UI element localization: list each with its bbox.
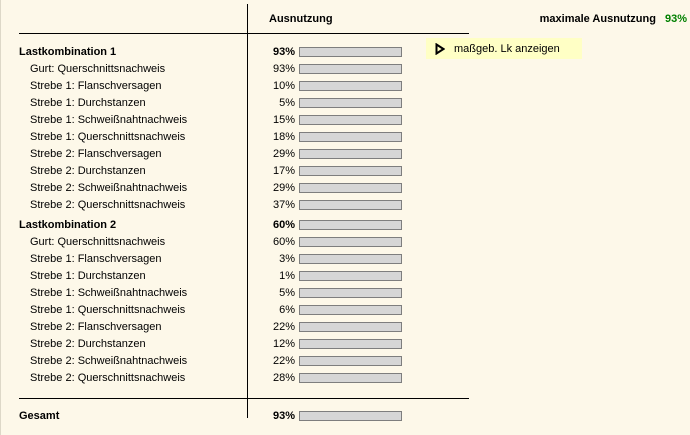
utilization-bar (299, 305, 402, 315)
utilization-row: Strebe 2: Durchstanzen 17% (1, 163, 690, 180)
row-percent: 10% (272, 80, 295, 92)
row-percent: 6% (279, 304, 295, 316)
utilization-row: Strebe 1: Durchstanzen 1% (1, 268, 690, 285)
row-percent: 29% (272, 182, 295, 194)
utilization-bar (299, 98, 402, 108)
row-percent: 18% (272, 131, 295, 143)
row-percent: 37% (272, 199, 295, 211)
max-utilization-value: 93% (664, 13, 687, 25)
utilization-row: Gurt: Querschnittsnachweis 93% (1, 61, 690, 78)
utilization-rows: Lastkombination 1 93% Gurt: Querschnitts… (1, 44, 690, 387)
group-header-row: Lastkombination 2 60% (1, 217, 690, 234)
row-label: Strebe 1: Durchstanzen (30, 97, 146, 109)
utilization-row: Strebe 1: Querschnittsnachweis 6% (1, 302, 690, 319)
row-label: Strebe 2: Schweißnahtnachweis (30, 182, 188, 194)
row-percent: 29% (272, 148, 295, 160)
utilization-row: Strebe 1: Querschnittsnachweis 18% (1, 129, 690, 146)
utilization-bar (299, 322, 402, 332)
total-row: Gesamt 93% (1, 408, 690, 425)
row-percent: 22% (272, 355, 295, 367)
utilization-bar (299, 339, 402, 349)
row-label: Strebe 1: Schweißnahtnachweis (30, 287, 188, 299)
utilization-row: Strebe 1: Flanschversagen 10% (1, 78, 690, 95)
footer-separator-line (19, 398, 469, 399)
column-header-ausnutzung: Ausnutzung (269, 13, 333, 25)
utilization-bar (299, 356, 402, 366)
load-combination-group: Lastkombination 2 60% Gurt: Querschnitts… (1, 217, 690, 387)
play-triangle-icon (435, 42, 445, 55)
utilization-bar (299, 166, 402, 176)
row-label: Strebe 2: Querschnittsnachweis (30, 199, 186, 211)
utilization-row: Strebe 2: Flanschversagen 22% (1, 319, 690, 336)
utilization-row: Strebe 1: Schweißnahtnachweis 15% (1, 112, 690, 129)
row-label: Gurt: Querschnittsnachweis (30, 236, 166, 248)
show-governing-lk-label: maßgeb. Lk anzeigen (454, 42, 560, 55)
column-divider (247, 4, 248, 418)
row-percent: 60% (272, 236, 295, 248)
show-governing-lk-button[interactable]: maßgeb. Lk anzeigen (426, 38, 582, 59)
utilization-bar (299, 81, 402, 91)
utilization-bar (299, 132, 402, 142)
row-label: Strebe 1: Querschnittsnachweis (30, 304, 186, 316)
row-percent: 22% (272, 321, 295, 333)
row-label: Strebe 1: Schweißnahtnachweis (30, 114, 188, 126)
total-percent: 93% (272, 410, 295, 422)
row-label: Lastkombination 2 (19, 219, 117, 231)
row-label: Strebe 1: Durchstanzen (30, 270, 146, 282)
utilization-bar (299, 149, 402, 159)
utilization-row: Strebe 2: Flanschversagen 29% (1, 146, 690, 163)
row-percent: 17% (272, 165, 295, 177)
row-label: Strebe 2: Durchstanzen (30, 338, 146, 350)
row-percent: 5% (279, 287, 295, 299)
row-label: Strebe 2: Flanschversagen (30, 148, 162, 160)
utilization-bar (299, 64, 402, 74)
utilization-bar (299, 254, 402, 264)
utilization-row: Strebe 2: Schweißnahtnachweis 29% (1, 180, 690, 197)
utilization-bar (299, 237, 402, 247)
load-combination-group: Lastkombination 1 93% Gurt: Querschnitts… (1, 44, 690, 214)
utilization-row: Strebe 2: Querschnittsnachweis 28% (1, 370, 690, 387)
row-percent: 12% (272, 338, 295, 350)
row-label: Strebe 1: Flanschversagen (30, 253, 162, 265)
max-utilization-label: maximale Ausnutzung (539, 13, 656, 25)
utilization-bar (299, 47, 402, 57)
utilization-row: Gurt: Querschnittsnachweis 60% (1, 234, 690, 251)
utilization-bar (299, 288, 402, 298)
row-percent: 15% (272, 114, 295, 126)
row-percent: 60% (272, 219, 295, 231)
row-percent: 1% (279, 270, 295, 282)
row-percent: 93% (272, 46, 295, 58)
total-utilization-bar (299, 411, 402, 421)
total-label: Gesamt (19, 410, 60, 422)
utilization-bar (299, 271, 402, 281)
utilization-row: Strebe 1: Durchstanzen 5% (1, 95, 690, 112)
utilization-row: Strebe 1: Schweißnahtnachweis 5% (1, 285, 690, 302)
row-label: Gurt: Querschnittsnachweis (30, 63, 166, 75)
row-label: Strebe 1: Querschnittsnachweis (30, 131, 186, 143)
utilization-bar (299, 183, 402, 193)
utilization-bar (299, 115, 402, 125)
row-label: Strebe 2: Flanschversagen (30, 321, 162, 333)
row-label: Strebe 2: Schweißnahtnachweis (30, 355, 188, 367)
row-label: Strebe 2: Querschnittsnachweis (30, 372, 186, 384)
utilization-bar (299, 200, 402, 210)
row-percent: 93% (272, 63, 295, 75)
row-label: Strebe 2: Durchstanzen (30, 165, 146, 177)
row-percent: 28% (272, 372, 295, 384)
row-percent: 5% (279, 97, 295, 109)
utilization-bar (299, 373, 402, 383)
utilization-row: Strebe 2: Schweißnahtnachweis 22% (1, 353, 690, 370)
row-label: Strebe 1: Flanschversagen (30, 80, 162, 92)
row-percent: 3% (279, 253, 295, 265)
group-header-row: Lastkombination 1 93% (1, 44, 690, 61)
header-separator-line (19, 33, 469, 34)
max-utilization-header: maximale Ausnutzung 93% (540, 13, 687, 25)
utilization-row: Strebe 1: Flanschversagen 3% (1, 251, 690, 268)
utilization-row: Strebe 2: Durchstanzen 12% (1, 336, 690, 353)
row-label: Lastkombination 1 (19, 46, 117, 58)
utilization-bar (299, 220, 402, 230)
utilization-row: Strebe 2: Querschnittsnachweis 37% (1, 197, 690, 214)
